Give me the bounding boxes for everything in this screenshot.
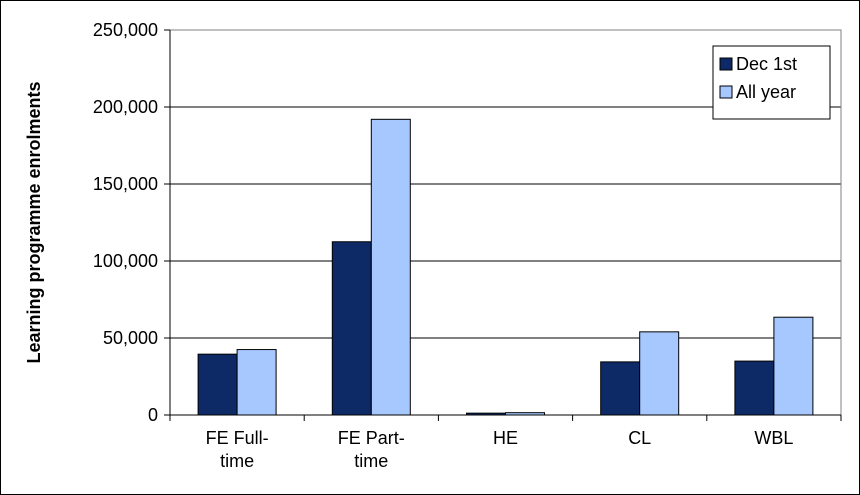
legend-swatch (719, 85, 733, 99)
bar-dec-1st (734, 360, 775, 416)
bar-dec-1st (600, 361, 641, 416)
legend-swatch (719, 57, 733, 71)
x-tick-label: CL (628, 428, 651, 448)
bars (197, 118, 814, 416)
y-axis-title: Learning programme enrolments (24, 81, 44, 363)
y-tick-label: 250,000 (93, 20, 158, 40)
y-tick-label: 100,000 (93, 251, 158, 271)
y-tick-label: 200,000 (93, 97, 158, 117)
bar-dec-1st (331, 241, 372, 416)
y-tick-label: 150,000 (93, 174, 158, 194)
y-tick-labels: 0 50,000 100,000 150,000 200,000 250,000 (93, 20, 158, 425)
bar-all-year (639, 331, 680, 416)
x-tick-labels: FE Full-time FE Part-time HE CL WBL (206, 428, 794, 471)
bar-all-year (370, 118, 411, 416)
y-tick-label: 50,000 (103, 328, 158, 348)
x-tick-label: WBL (754, 428, 793, 448)
bar-dec-1st (197, 353, 238, 416)
y-tick-label: 0 (148, 405, 158, 425)
axes (164, 29, 842, 421)
bar-all-year (236, 349, 277, 416)
bar-all-year (773, 316, 814, 416)
x-tick-label: HE (493, 428, 518, 448)
x-tick-label: FE Full-time (206, 428, 269, 471)
legend-label: Dec 1st (736, 54, 797, 74)
legend: Dec 1st All year (712, 45, 831, 120)
legend-label: All year (736, 82, 796, 102)
x-tick-label: FE Part-time (338, 428, 405, 471)
